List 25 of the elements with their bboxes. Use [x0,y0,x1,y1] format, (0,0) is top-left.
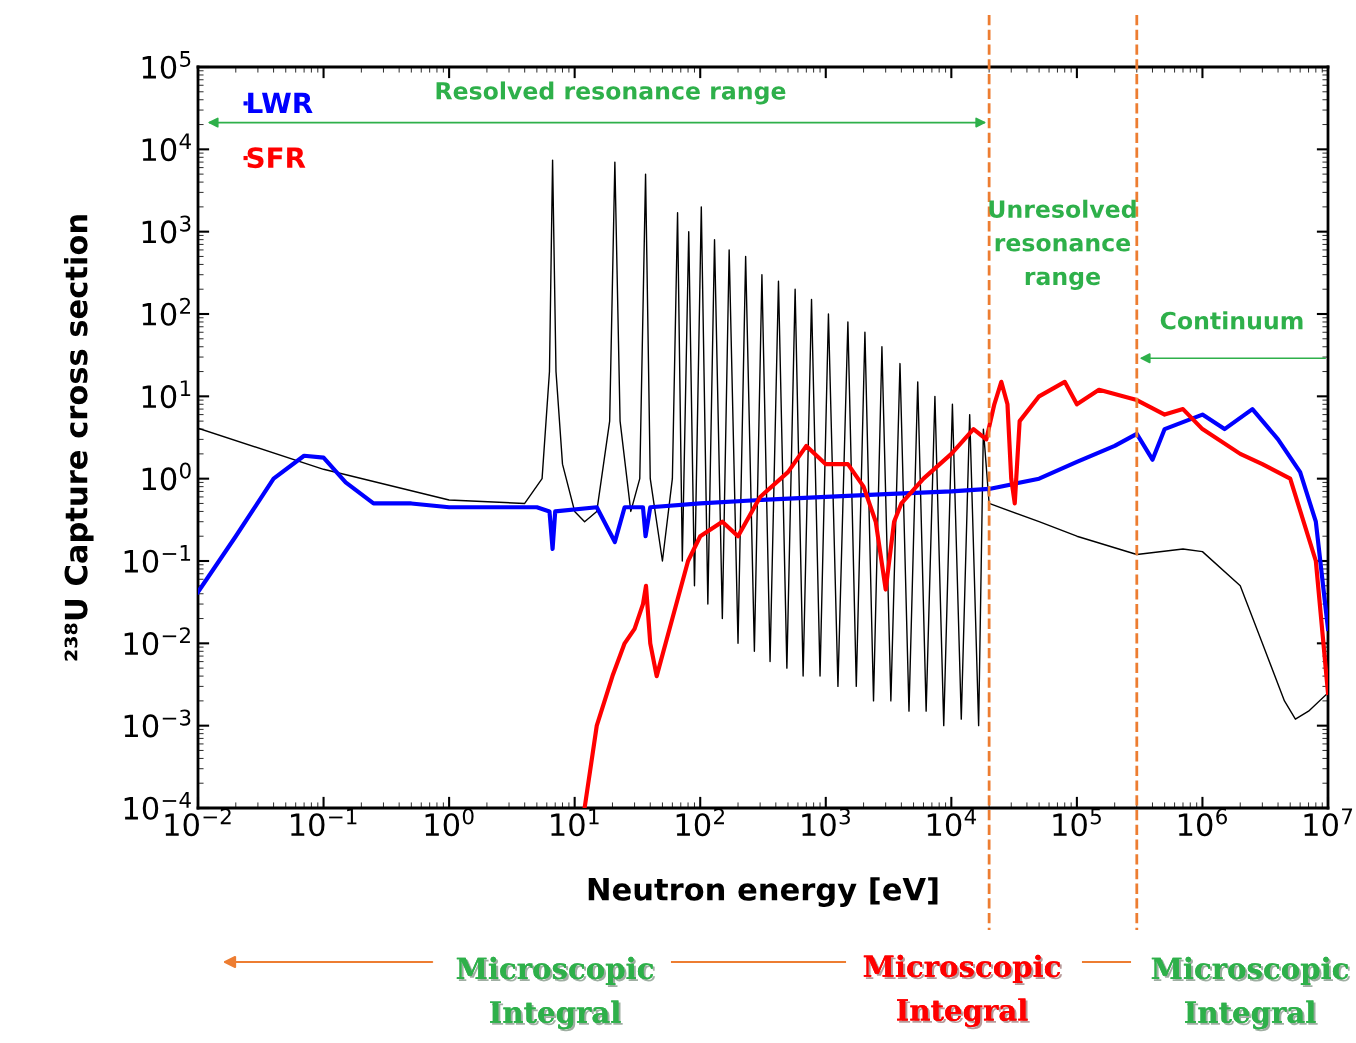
y-tick-label: 10$^{4}$ [142,133,191,162]
x-tick-label: 10$^{−1}$ [291,808,357,837]
annotation: Continuum [1160,311,1303,330]
text: Microscopic Integral [863,954,1063,1030]
x-tick-label: 10$^{6}$ [1178,808,1227,837]
x-tick-label: 10$^{1}$ [551,808,599,837]
x-tick-label: 10$^{4}$ [927,808,977,837]
x-tick-label: 10$^{7}$ [1304,808,1353,837]
y-tick-label: 10$^{5}$ [142,51,191,79]
y-tick-label: 10$^{−2}$ [124,627,190,656]
y-tick-label: 10$^{−1}$ [124,545,191,573]
y-tick-label: 10$^{3}$ [142,215,191,244]
text: Microscopic Integral [1151,956,1351,1032]
y-tick-label: 10$^{0}$ [142,462,191,491]
y-tick-label: 10$^{2}$ [142,297,190,326]
y-axis-title: ²³⁸U Capture cross section [63,215,94,661]
legend-label: SFR [247,147,306,169]
annotation: Resolved resonance range [436,81,786,105]
y-tick-label: 10$^{1}$ [142,380,191,409]
legend-label: LWR [248,92,313,114]
annotation: Unresolved resonance range [989,199,1136,290]
x-axis-title: Neutron energy [eV] [588,877,938,907]
y-tick-label: 10$^{−3}$ [124,709,191,738]
text: Microscopic Integral [456,956,656,1032]
x-tick-label: 10$^{0}$ [425,808,474,837]
